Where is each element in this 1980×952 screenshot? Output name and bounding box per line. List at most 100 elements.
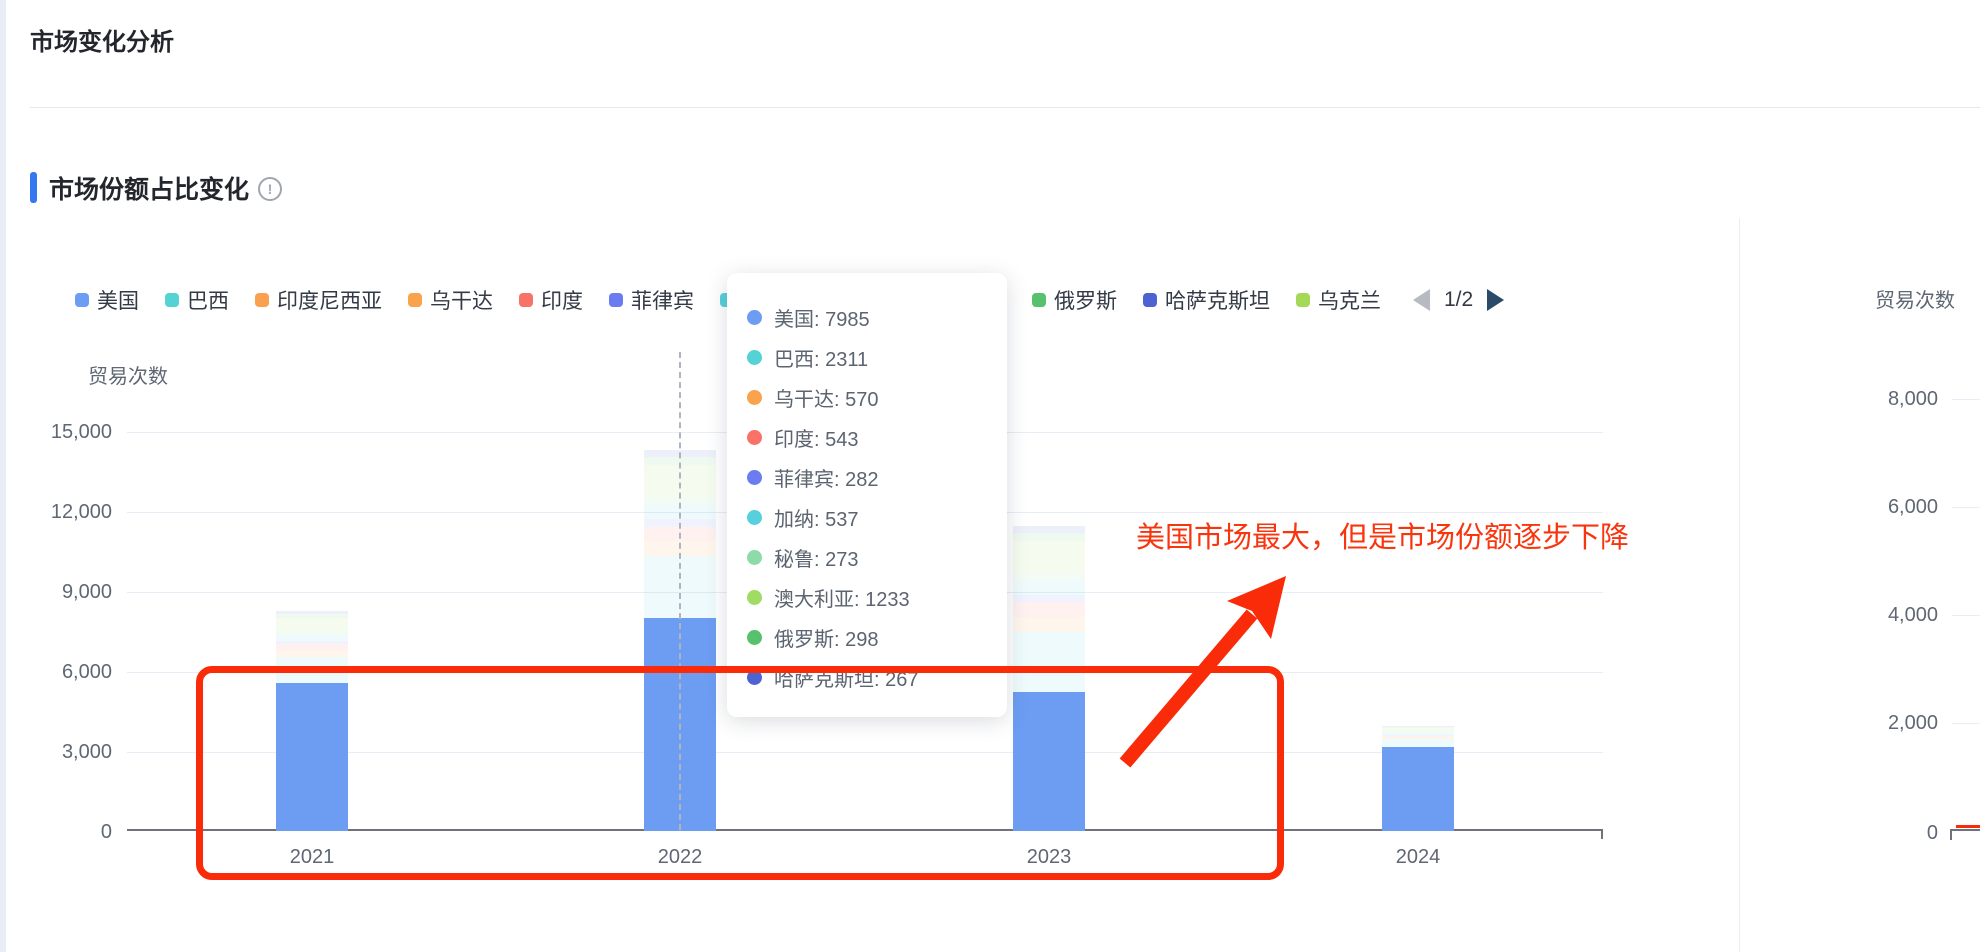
bar-segment-哈萨克斯坦-2023[interactable] xyxy=(1013,526,1085,534)
tooltip-series-value: 哈萨克斯坦: 267 xyxy=(774,668,919,691)
tooltip-row-菲律宾: 菲律宾: 282 xyxy=(747,457,1007,497)
bar-segment-哈萨克斯坦-2024[interactable] xyxy=(1382,725,1454,727)
bar-segment-澳大利亚-2023[interactable] xyxy=(1013,541,1085,574)
tooltip-row-澳大利亚: 澳大利亚: 1233 xyxy=(747,577,1007,617)
bar-segment-秘鲁-2021[interactable] xyxy=(276,631,348,635)
legend-swatch-icon xyxy=(609,293,623,307)
charts-divider xyxy=(1739,218,1740,952)
tooltip-series-value: 秘鲁: 273 xyxy=(774,548,859,571)
legend-item-乌干达[interactable]: 乌干达 xyxy=(408,285,493,315)
legend-swatch-icon xyxy=(1032,293,1046,307)
bar-segment-美国-2024[interactable] xyxy=(1382,747,1454,831)
x-axis-label-2022: 2022 xyxy=(657,846,703,868)
right-gridline-stub xyxy=(1952,399,1980,400)
bar-segment-俄罗斯-2024[interactable] xyxy=(1382,726,1454,728)
page-edge-strip xyxy=(0,0,6,952)
bar-segment-乌干达-2023[interactable] xyxy=(1013,616,1085,632)
bar-segment-秘鲁-2023[interactable] xyxy=(1013,573,1085,581)
right-axis-zero-tick xyxy=(1950,829,1952,840)
bar-segment-秘鲁-2024[interactable] xyxy=(1382,731,1454,733)
legend-label: 乌干达 xyxy=(430,290,493,313)
tooltip-row-乌干达: 乌干达: 570 xyxy=(747,377,1007,417)
tooltip-series-dot-icon xyxy=(747,309,762,325)
right-axis-title: 贸易次数 xyxy=(1875,290,1955,312)
legend-swatch-icon xyxy=(1143,293,1157,307)
right-gridline-stub xyxy=(1952,615,1980,616)
annotation-text: 美国市场最大，但是市场份额逐步下降 xyxy=(1136,522,1630,554)
hover-axis-pointer xyxy=(679,352,681,830)
tooltip-series-value: 乌干达: 570 xyxy=(774,388,879,411)
bar-segment-俄罗斯-2021[interactable] xyxy=(276,614,348,618)
legend-item-印度尼西亚[interactable]: 印度尼西亚 xyxy=(255,285,382,315)
x-axis-end-tick xyxy=(1601,831,1603,839)
legend-label: 巴西 xyxy=(187,290,229,313)
legend-label: 乌克兰 xyxy=(1318,290,1381,313)
legend-next-icon[interactable] xyxy=(1487,289,1505,311)
tooltip-series-dot-icon xyxy=(747,429,762,445)
bar-segment-菲律宾-2021[interactable] xyxy=(276,640,348,644)
bar-segment-加纳-2024[interactable] xyxy=(1382,732,1454,735)
legend-swatch-icon xyxy=(75,293,89,307)
right-axis-baseline xyxy=(1950,829,1980,831)
legend-pager: 1/2 xyxy=(1413,288,1505,312)
legend-label: 菲律宾 xyxy=(631,290,694,313)
bar-segment-印度-2024[interactable] xyxy=(1382,735,1454,738)
bar-segment-哈萨克斯坦-2021[interactable] xyxy=(276,611,348,615)
legend-swatch-icon xyxy=(1296,293,1310,307)
right-axis-tick: 6,000 xyxy=(1887,496,1938,518)
legend-item-乌克兰[interactable]: 乌克兰 xyxy=(1296,285,1381,315)
legend-item-俄罗斯[interactable]: 俄罗斯 xyxy=(1032,285,1117,315)
left-axis-title: 贸易次数 xyxy=(88,366,168,388)
bar-segment-澳大利亚-2024[interactable] xyxy=(1382,727,1454,732)
legend-item-美国[interactable]: 美国 xyxy=(75,285,139,315)
tooltip-series-dot-icon xyxy=(747,509,762,525)
left-axis-tick: 3,000 xyxy=(61,741,112,763)
chart-tooltip: 美国: 7985 巴西: 2311 乌干达: 570 印度: 543 菲律宾: 282 加… xyxy=(727,273,1007,717)
legend-prev-icon[interactable] xyxy=(1413,289,1430,311)
legend-label: 美国 xyxy=(97,290,139,313)
tooltip-series-value: 加纳: 537 xyxy=(774,508,859,531)
legend-item-巴西[interactable]: 巴西 xyxy=(165,285,229,315)
bar-segment-美国-2021[interactable] xyxy=(276,683,348,831)
tooltip-series-dot-icon xyxy=(747,469,762,485)
tooltip-row-加纳: 加纳: 537 xyxy=(747,497,1007,537)
x-axis-line xyxy=(127,829,1603,831)
bar-segment-乌干达-2024[interactable] xyxy=(1382,737,1454,740)
tooltip-row-俄罗斯: 俄罗斯: 298 xyxy=(747,617,1007,657)
bar-segment-巴西-2023[interactable] xyxy=(1013,631,1085,693)
bar-segment-美国-2023[interactable] xyxy=(1013,692,1085,831)
tooltip-series-dot-icon xyxy=(747,549,762,565)
section-title: 市场份额占比变化 xyxy=(49,176,250,204)
legend-swatch-icon xyxy=(408,293,422,307)
tooltip-series-dot-icon xyxy=(747,589,762,605)
left-axis-tick: 12,000 xyxy=(50,501,112,523)
annotation-rectangle xyxy=(196,666,1284,880)
legend-label: 印度 xyxy=(541,290,583,313)
bar-segment-巴西-2024[interactable] xyxy=(1382,739,1454,747)
legend-item-菲律宾[interactable]: 菲律宾 xyxy=(609,285,694,315)
bar-segment-澳大利亚-2021[interactable] xyxy=(276,617,348,632)
tooltip-series-dot-icon xyxy=(747,629,762,645)
tooltip-series-value: 美国: 7985 xyxy=(774,308,870,331)
info-icon[interactable]: ! xyxy=(258,177,282,201)
right-gridline-stub xyxy=(1952,507,1980,508)
legend-swatch-icon xyxy=(519,293,533,307)
right-axis-tick: 4,000 xyxy=(1887,604,1938,626)
bar-segment-加纳-2023[interactable] xyxy=(1013,580,1085,595)
legend-label: 哈萨克斯坦 xyxy=(1165,290,1270,313)
tooltip-series-value: 巴西: 2311 xyxy=(774,348,869,371)
bar-segment-菲律宾-2023[interactable] xyxy=(1013,594,1085,603)
legend-item-哈萨克斯坦[interactable]: 哈萨克斯坦 xyxy=(1143,285,1270,315)
bar-segment-菲律宾-2024[interactable] xyxy=(1382,734,1454,736)
bar-segment-印度-2021[interactable] xyxy=(276,643,348,651)
x-axis-label-2021: 2021 xyxy=(289,846,335,868)
tooltip-row-印度: 印度: 543 xyxy=(747,417,1007,457)
bar-segment-乌干达-2021[interactable] xyxy=(276,650,348,657)
bar-segment-俄罗斯-2023[interactable] xyxy=(1013,533,1085,541)
left-axis-tick: 9,000 xyxy=(61,581,112,603)
legend-label: 印度尼西亚 xyxy=(277,290,382,313)
bar-segment-印度-2023[interactable] xyxy=(1013,602,1085,617)
bar-segment-加纳-2021[interactable] xyxy=(276,634,348,641)
legend-item-印度[interactable]: 印度 xyxy=(519,285,583,315)
